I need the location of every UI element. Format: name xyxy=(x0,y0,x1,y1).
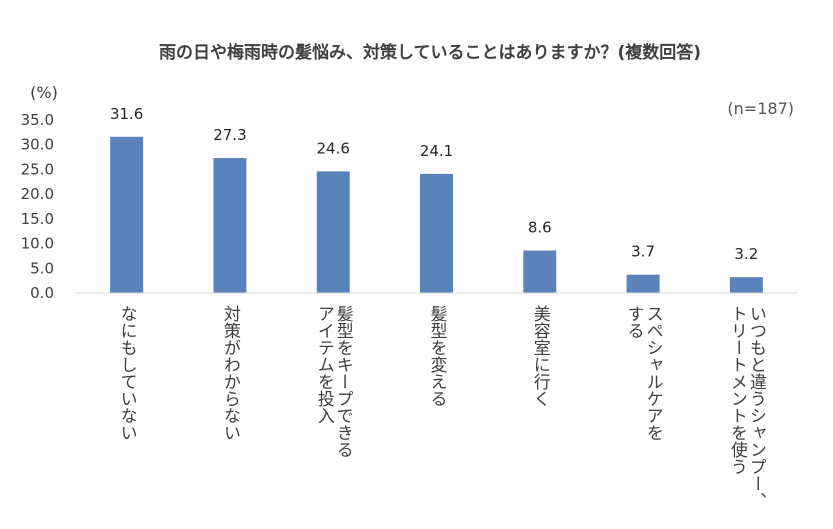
x-category-label: 髪型をキープできる xyxy=(333,305,354,458)
x-category-label: する xyxy=(624,305,644,339)
sample-size-note: (n=187) xyxy=(727,99,794,118)
y-tick-label: 5.0 xyxy=(30,259,54,277)
data-labels: 31.6 27.3 24.6 24.1 8.6 3.7 3.2 xyxy=(110,105,758,263)
y-tick-label: 25.0 xyxy=(21,160,54,178)
x-category-label: トリートメントを使う xyxy=(727,305,748,475)
bar xyxy=(213,158,247,293)
y-axis-unit: (%) xyxy=(30,83,58,102)
bar xyxy=(420,173,453,293)
x-category-label: 髪型を変える xyxy=(427,305,448,407)
data-label: 3.7 xyxy=(631,243,655,261)
x-category-label: いつもと違うシャンプー、 xyxy=(746,305,767,509)
data-label: 24.1 xyxy=(420,142,453,160)
bar xyxy=(626,274,660,293)
y-tick-label: 30.0 xyxy=(21,136,54,154)
data-label: 27.3 xyxy=(213,126,246,144)
x-category-label: 対策がわからない xyxy=(220,305,241,441)
x-category-label: 美容室に行く xyxy=(530,305,551,407)
y-tick-label: 35.0 xyxy=(21,111,54,129)
x-category-label: なにもしていない xyxy=(117,305,137,441)
y-axis-ticks: 0.0 5.0 10.0 15.0 20.0 25.0 30.0 35.0 xyxy=(21,111,54,302)
bar xyxy=(316,171,350,293)
bar xyxy=(523,250,557,293)
data-label: 8.6 xyxy=(528,218,552,236)
chart-title: 雨の日や梅雨時の髪悩み、対策していることはありますか？(複数回答) xyxy=(159,42,701,63)
x-category-label: アイテムを投入 xyxy=(314,305,335,424)
y-tick-label: 15.0 xyxy=(21,210,54,228)
x-category-label: スペシャルケアを xyxy=(643,305,663,441)
y-tick-label: 10.0 xyxy=(21,235,54,253)
data-label: 3.2 xyxy=(734,245,758,263)
data-label: 31.6 xyxy=(110,105,143,123)
bar xyxy=(110,136,144,293)
y-tick-label: 0.0 xyxy=(30,284,54,302)
y-tick-label: 20.0 xyxy=(21,185,54,203)
bars xyxy=(110,136,763,293)
bar xyxy=(729,277,763,293)
data-label: 24.6 xyxy=(317,139,350,157)
